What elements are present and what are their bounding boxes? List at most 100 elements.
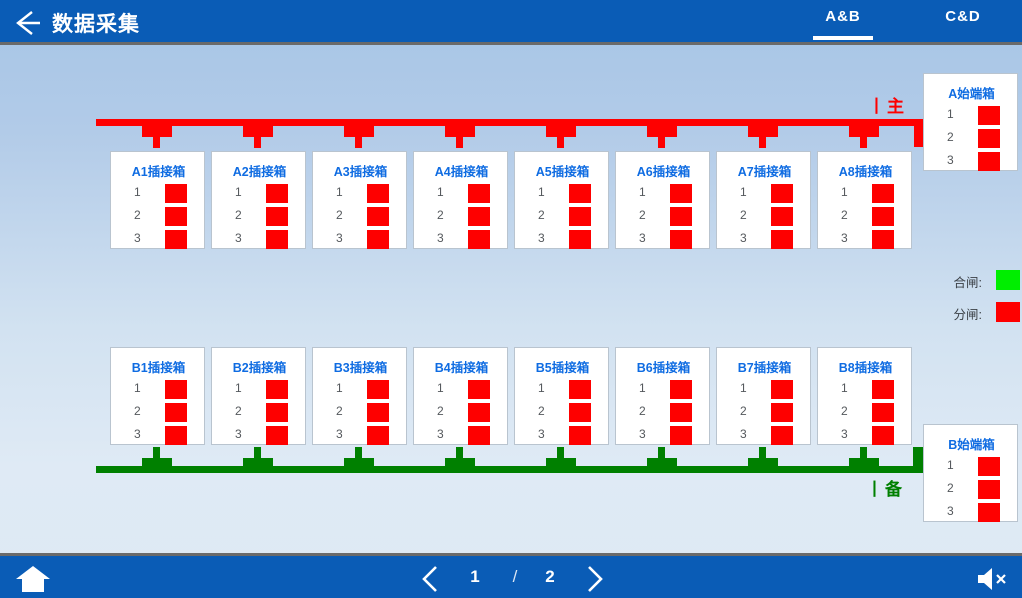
breaker-status-indicator[interactable] (266, 207, 288, 226)
breaker-status-indicator[interactable] (165, 426, 187, 445)
breaker-status-indicator[interactable] (872, 380, 894, 399)
plug-box[interactable]: B2插接箱 1 2 3 (211, 347, 306, 445)
box-row[interactable]: 2 (212, 205, 307, 228)
box-row[interactable]: 3 (515, 424, 610, 447)
breaker-status-indicator[interactable] (670, 184, 692, 203)
box-row[interactable]: 1 (924, 455, 1019, 478)
box-row[interactable]: 3 (924, 150, 1019, 173)
breaker-status-indicator[interactable] (872, 184, 894, 203)
breaker-status-indicator[interactable] (569, 207, 591, 226)
box-row[interactable]: 1 (717, 378, 812, 401)
breaker-status-indicator[interactable] (978, 457, 1000, 476)
breaker-status-indicator[interactable] (165, 380, 187, 399)
breaker-status-indicator[interactable] (670, 403, 692, 422)
tab-cd[interactable]: C&D (945, 8, 981, 25)
plug-box[interactable]: B5插接箱 1 2 3 (514, 347, 609, 445)
breaker-status-indicator[interactable] (165, 207, 187, 226)
box-row[interactable]: 2 (313, 205, 408, 228)
box-row[interactable]: 3 (818, 228, 913, 251)
breaker-status-indicator[interactable] (670, 207, 692, 226)
breaker-status-indicator[interactable] (367, 380, 389, 399)
box-row[interactable]: 1 (924, 104, 1019, 127)
box-row[interactable]: 3 (717, 424, 812, 447)
speaker-mute-icon[interactable] (974, 564, 1010, 594)
breaker-status-indicator[interactable] (872, 403, 894, 422)
breaker-status-indicator[interactable] (670, 230, 692, 249)
box-row[interactable]: 3 (313, 424, 408, 447)
box-row[interactable]: 2 (924, 127, 1019, 150)
box-row[interactable]: 1 (515, 182, 610, 205)
box-row[interactable]: 2 (818, 205, 913, 228)
breaker-status-indicator[interactable] (468, 184, 490, 203)
box-row[interactable]: 3 (414, 228, 509, 251)
breaker-status-indicator[interactable] (165, 230, 187, 249)
tab-ab[interactable]: A&B (805, 0, 881, 45)
box-row[interactable]: 3 (717, 228, 812, 251)
breaker-status-indicator[interactable] (468, 380, 490, 399)
box-row[interactable]: 2 (515, 401, 610, 424)
breaker-status-indicator[interactable] (468, 230, 490, 249)
box-row[interactable]: 2 (414, 401, 509, 424)
breaker-status-indicator[interactable] (978, 129, 1000, 148)
breaker-status-indicator[interactable] (165, 184, 187, 203)
box-row[interactable]: 2 (515, 205, 610, 228)
box-row[interactable]: 2 (616, 401, 711, 424)
box-row[interactable]: 3 (313, 228, 408, 251)
plug-box[interactable]: A3插接箱 1 2 3 (312, 151, 407, 249)
breaker-status-indicator[interactable] (569, 426, 591, 445)
box-row[interactable]: 2 (414, 205, 509, 228)
breaker-status-indicator[interactable] (978, 503, 1000, 522)
breaker-status-indicator[interactable] (872, 230, 894, 249)
breaker-status-indicator[interactable] (367, 426, 389, 445)
box-row[interactable]: 1 (313, 182, 408, 205)
breaker-status-indicator[interactable] (771, 380, 793, 399)
breaker-status-indicator[interactable] (266, 184, 288, 203)
breaker-status-indicator[interactable] (872, 207, 894, 226)
terminal-box-b[interactable]: B始端箱 1 2 3 (923, 424, 1018, 522)
breaker-status-indicator[interactable] (569, 380, 591, 399)
chevron-left-icon[interactable] (417, 564, 445, 594)
breaker-status-indicator[interactable] (569, 184, 591, 203)
plug-box[interactable]: B1插接箱 1 2 3 (110, 347, 205, 445)
box-row[interactable]: 1 (616, 182, 711, 205)
box-row[interactable]: 1 (212, 378, 307, 401)
breaker-status-indicator[interactable] (771, 230, 793, 249)
breaker-status-indicator[interactable] (670, 380, 692, 399)
home-icon[interactable] (14, 563, 52, 595)
box-row[interactable]: 1 (818, 182, 913, 205)
breaker-status-indicator[interactable] (266, 403, 288, 422)
box-row[interactable]: 3 (616, 424, 711, 447)
breaker-status-indicator[interactable] (872, 426, 894, 445)
box-row[interactable]: 2 (924, 478, 1019, 501)
breaker-status-indicator[interactable] (367, 403, 389, 422)
box-row[interactable]: 3 (414, 424, 509, 447)
box-row[interactable]: 3 (924, 501, 1019, 524)
plug-box[interactable]: B7插接箱 1 2 3 (716, 347, 811, 445)
box-row[interactable]: 1 (515, 378, 610, 401)
breaker-status-indicator[interactable] (266, 426, 288, 445)
breaker-status-indicator[interactable] (165, 403, 187, 422)
box-row[interactable]: 3 (212, 228, 307, 251)
box-row[interactable]: 1 (414, 182, 509, 205)
breaker-status-indicator[interactable] (367, 230, 389, 249)
box-row[interactable]: 3 (515, 228, 610, 251)
breaker-status-indicator[interactable] (569, 230, 591, 249)
breaker-status-indicator[interactable] (367, 207, 389, 226)
box-row[interactable]: 1 (111, 378, 206, 401)
box-row[interactable]: 2 (616, 205, 711, 228)
box-row[interactable]: 1 (313, 378, 408, 401)
breaker-status-indicator[interactable] (771, 184, 793, 203)
box-row[interactable]: 1 (818, 378, 913, 401)
plug-box[interactable]: A8插接箱 1 2 3 (817, 151, 912, 249)
box-row[interactable]: 2 (111, 205, 206, 228)
chevron-right-icon[interactable] (580, 564, 608, 594)
breaker-status-indicator[interactable] (367, 184, 389, 203)
plug-box[interactable]: A7插接箱 1 2 3 (716, 151, 811, 249)
plug-box[interactable]: A5插接箱 1 2 3 (514, 151, 609, 249)
box-row[interactable]: 1 (717, 182, 812, 205)
box-row[interactable]: 2 (212, 401, 307, 424)
plug-box[interactable]: B6插接箱 1 2 3 (615, 347, 710, 445)
breaker-status-indicator[interactable] (771, 207, 793, 226)
breaker-status-indicator[interactable] (468, 426, 490, 445)
breaker-status-indicator[interactable] (978, 106, 1000, 125)
